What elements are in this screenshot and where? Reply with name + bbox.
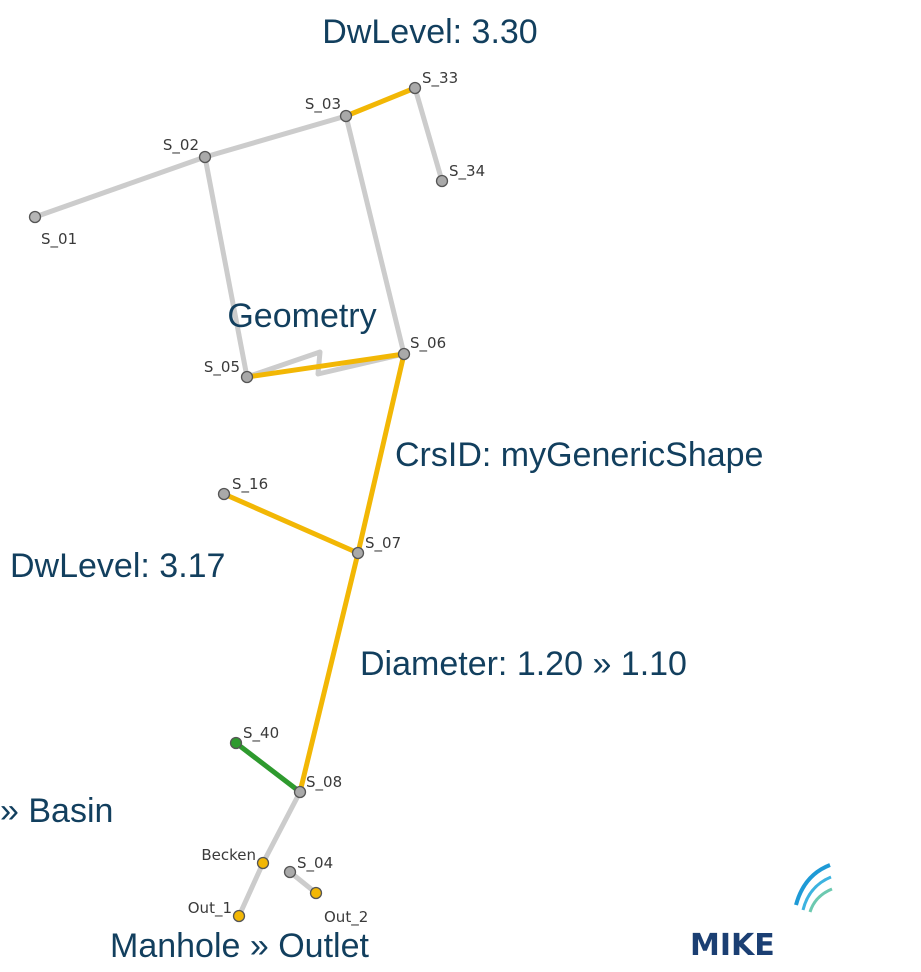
node [217, 487, 231, 501]
node-label: S_34 [449, 162, 485, 181]
logo-wave [794, 863, 831, 906]
node [232, 909, 246, 923]
node-label: S_04 [297, 854, 333, 873]
node [28, 210, 42, 224]
node [339, 109, 353, 123]
logo: MIKE [690, 863, 833, 963]
link [297, 550, 361, 795]
link [246, 351, 405, 380]
labels: S_01 S_02 S_03 S_33 S_34 S_05 S_06 S_16 S_07 S_40… [0, 13, 763, 965]
node [229, 736, 243, 750]
link [202, 154, 250, 380]
node [283, 865, 297, 879]
nodes [28, 81, 449, 923]
link [412, 85, 445, 184]
node-label: S_40 [243, 724, 279, 743]
node-label: S_06 [410, 334, 446, 353]
link [32, 154, 208, 220]
annotation: DwLevel: 3.30 [322, 13, 537, 51]
link [260, 789, 303, 866]
annotation: CrsID: myGenericShape [395, 436, 763, 474]
node-label: S_05 [204, 358, 240, 377]
node-label: S_01 [41, 230, 77, 249]
annotation: Manhole » Outlet [110, 927, 369, 965]
node [198, 150, 212, 164]
link [202, 113, 349, 160]
link [343, 85, 418, 119]
node-label: Out_1 [188, 899, 232, 918]
node-label: S_08 [306, 773, 342, 792]
node-label: S_03 [305, 95, 341, 114]
node [240, 370, 254, 384]
link [246, 349, 405, 380]
node-label: Out_2 [324, 908, 368, 927]
node-label: S_33 [422, 69, 458, 88]
link [233, 740, 303, 795]
link [236, 860, 266, 919]
logo-text: MIKE [690, 928, 775, 963]
annotation: Diameter: 1.20 » 1.10 [360, 645, 687, 683]
annotation: DwLevel: 3.17 [10, 547, 225, 585]
node [293, 785, 307, 799]
annotation: » Basin [0, 792, 113, 830]
node [309, 886, 323, 900]
logo-wave [808, 887, 833, 913]
link [355, 351, 407, 556]
node-label: S_16 [232, 475, 268, 494]
link [221, 491, 361, 556]
link [343, 113, 407, 357]
node-label: Becken [201, 846, 256, 864]
node-label: S_02 [163, 136, 199, 155]
node [397, 347, 411, 361]
logo-wave [801, 875, 832, 911]
node-label: S_07 [365, 534, 401, 553]
annotation: Geometry [227, 297, 376, 335]
node [256, 856, 270, 870]
node [408, 81, 422, 95]
node [435, 174, 449, 188]
node [351, 546, 365, 560]
links [32, 85, 445, 919]
